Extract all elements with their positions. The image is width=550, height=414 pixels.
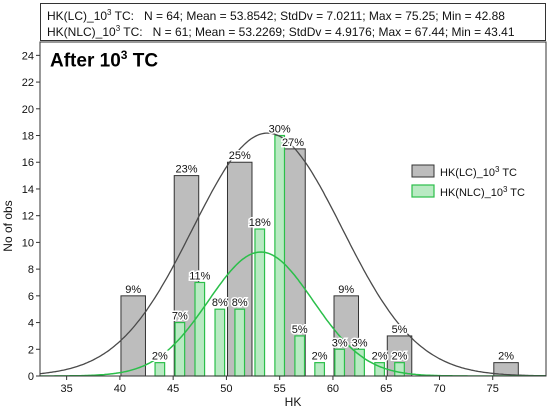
nlc-bar xyxy=(334,348,346,377)
legend-label: HK(LC)_103 TC xyxy=(440,165,517,179)
y-tick-label: 0 xyxy=(28,371,34,383)
panel-label: After 103 TC xyxy=(50,48,158,72)
nlc-bar xyxy=(194,281,206,377)
nlc-bar-label: 3% xyxy=(352,337,368,349)
x-tick-label: 65 xyxy=(380,383,392,395)
y-tick-label: 12 xyxy=(22,211,34,223)
nlc-bar-label: 2% xyxy=(372,351,388,363)
panel-label-base: 10 xyxy=(99,50,121,72)
stats-line-nlc: HK(NLC)_103 TC: N = 61; Mean = 53.2269; … xyxy=(47,24,515,39)
stats-nlc-name: HK(NLC)_ xyxy=(47,25,103,39)
nlc-bar-label: 3% xyxy=(332,337,348,349)
x-tick-label: 35 xyxy=(61,383,73,395)
x-tick-label: 60 xyxy=(327,383,339,395)
y-tick-label: 22 xyxy=(22,77,34,89)
y-tick-label: 2 xyxy=(28,344,34,356)
plot-frame xyxy=(39,41,547,377)
stats-lc-values: N = 64; Mean = 53.8542; StdDv = 7.0211; … xyxy=(143,9,505,23)
y-tick-label: 8 xyxy=(28,264,34,276)
nlc-bar-label: 2% xyxy=(312,351,328,363)
nlc-bar-label: 11% xyxy=(189,270,210,282)
x-tick-label: 40 xyxy=(114,383,126,395)
y-tick-label: 4 xyxy=(28,318,34,330)
legend-label-power: 3 xyxy=(503,185,508,194)
lc-bar-label: 23% xyxy=(175,164,197,176)
stats-nlc-suffix: TC: xyxy=(120,25,143,39)
nlc-bar-label: 18% xyxy=(249,217,271,229)
nlc-bar-label: 7% xyxy=(172,311,188,323)
lc-bar-label: 5% xyxy=(392,324,408,336)
stats-nlc-power: 3 xyxy=(115,24,121,33)
x-axis-title: HK xyxy=(285,395,302,409)
nlc-bar xyxy=(294,335,306,377)
stats-lc-power: 3 xyxy=(107,8,112,17)
nlc-bar-label: 8% xyxy=(232,297,248,309)
nlc-bar xyxy=(154,362,166,377)
stats-line-lc: HK(LC)_103 TC: N = 64; Mean = 53.8542; S… xyxy=(47,8,505,23)
y-tick-label: 10 xyxy=(22,237,34,249)
bar-labels-layer: 9% 23% 25% 27% 9% 5% 2% 2% 7% 11% 8% 8% 18% 30% 5% 2% 3%… xyxy=(124,122,516,364)
stats-box: HK(LC)_103 TC: N = 64; Mean = 53.8542; S… xyxy=(40,3,546,41)
x-tick-label: 50 xyxy=(220,383,232,395)
nlc-bar-label: 30% xyxy=(269,124,291,136)
y-axis-title: No of obs xyxy=(1,200,15,251)
legend-label-base: HK(NLC)_10 xyxy=(440,187,503,199)
nlc-bar-label: 2% xyxy=(392,351,408,363)
legend-label-base: HK(LC)_10 xyxy=(440,167,495,179)
stats-nlc-base: 10 xyxy=(102,25,116,39)
stats-lc-suffix: TC: xyxy=(111,9,134,23)
stats-nlc-values: N = 61; Mean = 53.2269; StdDv = 4.9176; … xyxy=(152,25,515,39)
lc-bar-label: 9% xyxy=(338,284,354,296)
legend-label-power: 3 xyxy=(495,165,500,174)
nlc-bar xyxy=(254,228,266,377)
nlc-bar xyxy=(234,308,246,377)
nlc-bar-label: 8% xyxy=(212,297,228,309)
y-tick-label: 24 xyxy=(22,50,34,62)
lc-bar-label: 9% xyxy=(125,284,141,296)
nlc-bar xyxy=(314,362,326,377)
nlc-bar-label: 2% xyxy=(152,351,168,363)
y-tick-label: 18 xyxy=(22,131,34,143)
stats-lc-name: HK(LC)_ xyxy=(47,9,94,23)
panel-label-power: 3 xyxy=(120,48,128,62)
y-tick-label: 6 xyxy=(28,291,34,303)
nlc-bar xyxy=(214,308,226,377)
lc-bar-label: 25% xyxy=(229,150,251,162)
x-tick-label: 55 xyxy=(274,383,286,395)
x-tick-label: 45 xyxy=(167,383,179,395)
lc-bar-label: 27% xyxy=(282,137,304,149)
panel-label-prefix: After xyxy=(50,50,100,72)
x-tick-label: 75 xyxy=(487,383,499,395)
nlc-bar xyxy=(394,362,405,377)
lc-bar-label: 2% xyxy=(498,351,514,363)
stats-lc-base: 10 xyxy=(93,9,108,23)
legend-label-suffix: TC xyxy=(507,187,525,199)
panel-label-suffix: TC xyxy=(127,50,159,72)
y-tick-label: 14 xyxy=(22,184,34,196)
nlc-bar xyxy=(174,321,186,377)
y-tick-label: 16 xyxy=(22,157,34,169)
legend-swatch-lc xyxy=(411,164,435,178)
nlc-bar-label: 5% xyxy=(292,324,308,336)
y-tick-label: 20 xyxy=(22,104,34,116)
legend-label-suffix: TC xyxy=(499,167,517,179)
nlc-bars-layer xyxy=(154,134,405,377)
legend-swatch-nlc xyxy=(411,184,435,198)
lc-fit-curve xyxy=(40,132,546,376)
nlc-bar xyxy=(274,134,286,377)
x-tick-label: 70 xyxy=(433,383,445,395)
legend-label: HK(NLC)_103 TC xyxy=(440,185,525,199)
